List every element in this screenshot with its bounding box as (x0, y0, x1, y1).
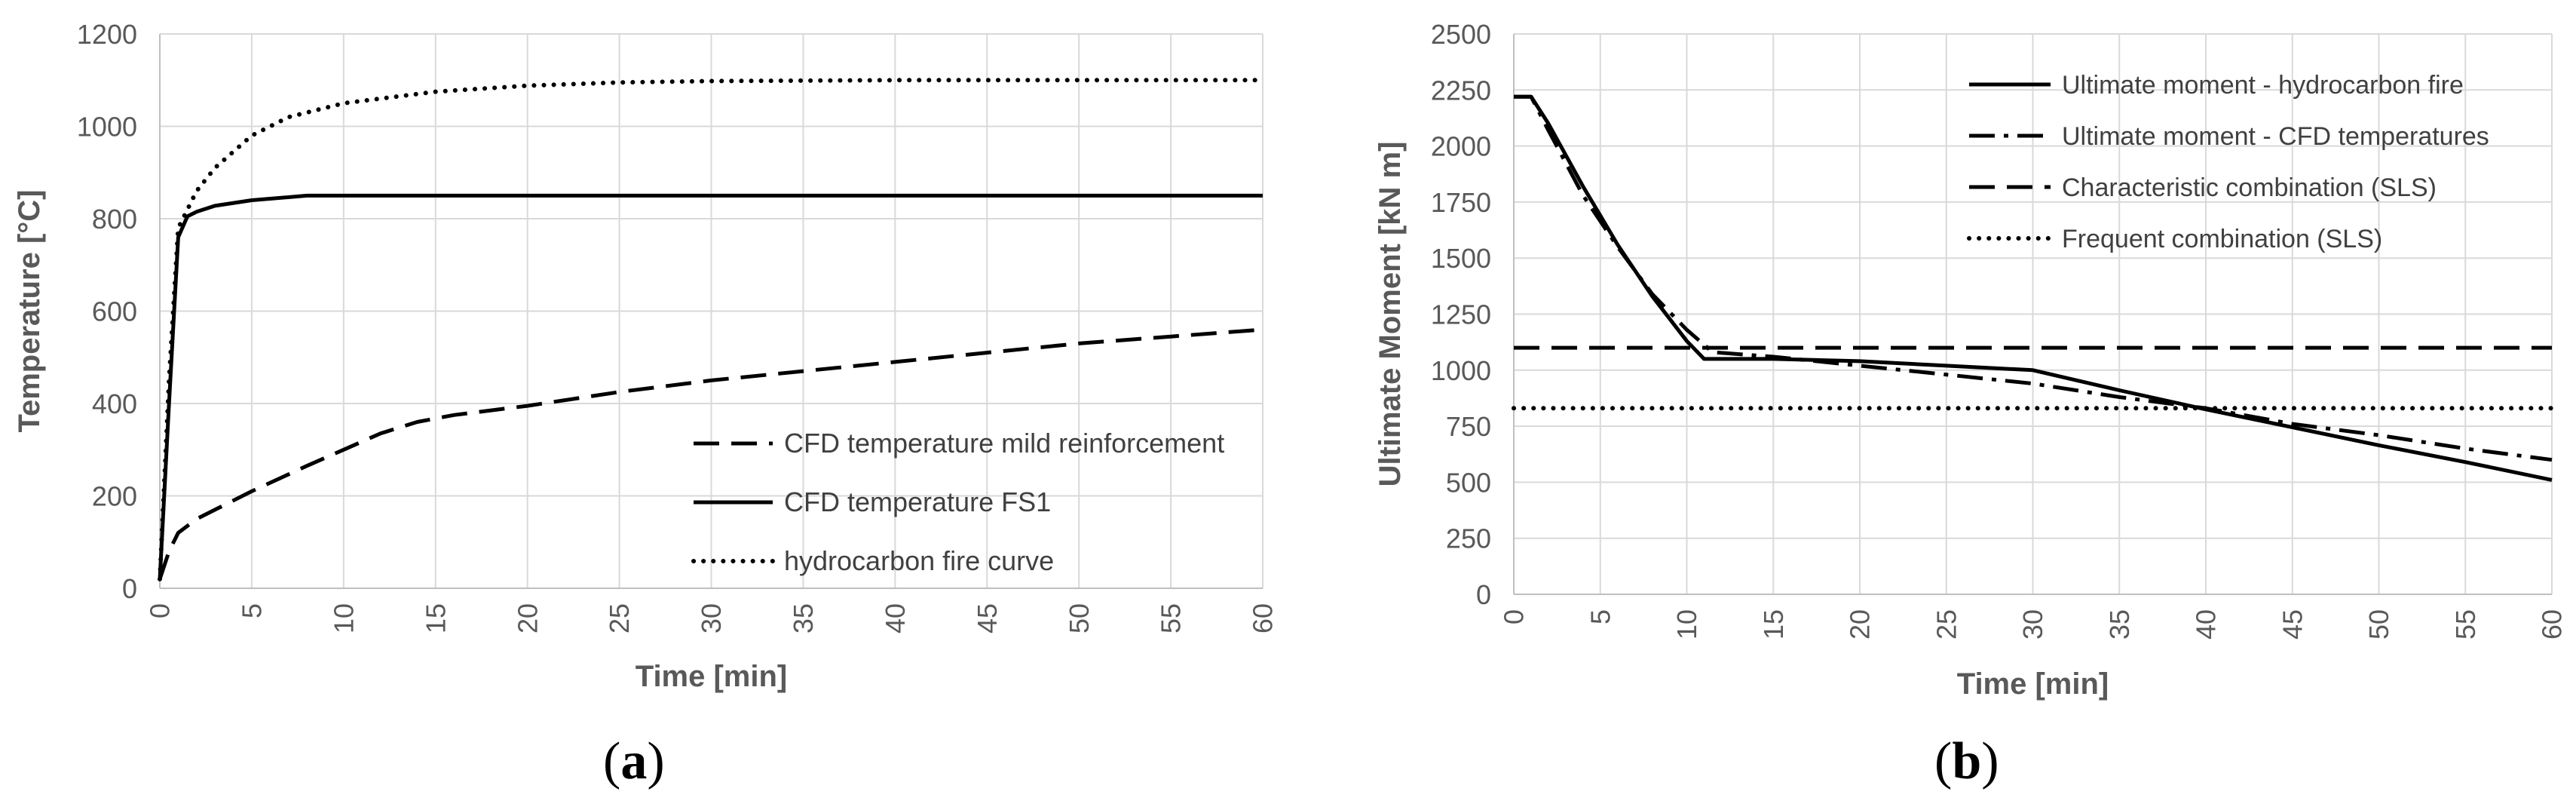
y-tick-label: 1200 (77, 19, 137, 50)
y-tick-label: 2500 (1431, 19, 1491, 50)
panel-b-label: b (1952, 732, 1982, 790)
legend-label: hydrocarbon fire curve (784, 545, 1054, 576)
chart-panel-a: 0 200 400 600 800 1000 1200 0 5 10 15 20 25 30 35 40 45 5… (13, 19, 1279, 693)
panel-b-caption: (b) (1934, 732, 1999, 790)
x-tick-label: 20 (512, 603, 543, 634)
y-tick-label: 0 (122, 573, 137, 604)
legend-label: CFD temperature mild reinforcement (784, 428, 1224, 459)
legend-label: Frequent combination (SLS) (2062, 225, 2382, 253)
x-axis-title: Time [min] (636, 660, 788, 693)
x-tick-label: 60 (1248, 603, 1279, 634)
x-tick-label: 60 (2537, 609, 2568, 640)
x-tick-label: 35 (788, 603, 819, 634)
x-tick-label: 40 (2191, 609, 2222, 640)
x-tick-label: 50 (2363, 609, 2394, 640)
y-tick-label: 600 (92, 296, 137, 327)
panel-a-caption: (a) (603, 732, 665, 790)
x-tick-label: 30 (2017, 609, 2048, 640)
x-tick-label: 15 (1758, 609, 1789, 640)
panel-a-label: a (620, 732, 648, 790)
x-tick-label: 55 (2450, 609, 2481, 640)
legend: Ultimate moment - hydrocarbon fire Ultima… (1967, 71, 2489, 253)
y-tick-label: 1750 (1431, 187, 1491, 218)
y-tick-label: 400 (92, 388, 137, 419)
series-line (1514, 94, 2553, 462)
y-tick-label: 750 (1446, 411, 1491, 442)
y-tick-label: 1500 (1431, 243, 1491, 274)
x-tick-label: 0 (145, 603, 176, 618)
x-tick-label: 15 (420, 603, 451, 634)
y-axis-title: Ultimate Moment [kN m] (1374, 142, 1407, 487)
legend-label: CFD temperature FS1 (784, 486, 1051, 517)
x-tick-label: 0 (1499, 609, 1530, 624)
series-line (158, 78, 1265, 581)
x-tick-label: 5 (237, 603, 268, 618)
x-tick-label: 25 (604, 603, 635, 634)
series-line (158, 327, 1263, 580)
x-tick-label: 30 (696, 603, 727, 634)
x-tick-label: 10 (1671, 609, 1702, 640)
x-tick-label: 55 (1156, 603, 1187, 634)
x-axis-title: Time [min] (1957, 667, 2109, 701)
y-tick-label: 0 (1476, 579, 1491, 610)
x-tick-label: 35 (2104, 609, 2135, 640)
x-tick-label: 25 (1931, 609, 1962, 640)
x-tick-label: 50 (1064, 603, 1095, 634)
y-tick-label: 250 (1446, 523, 1491, 554)
x-tick-label: 20 (1845, 609, 1876, 640)
y-tick-label: 1000 (77, 112, 137, 143)
y-tick-label: 1000 (1431, 355, 1491, 386)
x-tick-label: 10 (328, 603, 359, 634)
y-tick-label: 1250 (1431, 299, 1491, 330)
y-tick-label: 2250 (1431, 75, 1491, 106)
y-tick-label: 500 (1446, 467, 1491, 498)
chart-panel-b: 0 250 500 750 1000 1250 1500 1750 2000 2250 2500 0 5… (1374, 19, 2568, 701)
y-tick-label: 200 (92, 481, 137, 512)
y-tick-label: 800 (92, 204, 137, 235)
legend-label: Characteristic combination (SLS) (2062, 173, 2437, 202)
legend-label: Ultimate moment - CFD temperatures (2062, 122, 2489, 151)
x-tick-label: 45 (2277, 609, 2308, 640)
x-tick-label: 40 (880, 603, 911, 634)
y-tick-label: 2000 (1431, 131, 1491, 162)
legend: CFD temperature mild reinforcement CFD te… (691, 428, 1224, 576)
legend-label: Ultimate moment - hydrocarbon fire (2062, 71, 2464, 100)
x-tick-label: 45 (972, 603, 1003, 634)
y-axis-title: Temperature [°C] (13, 190, 46, 433)
x-tick-label: 5 (1585, 609, 1616, 624)
